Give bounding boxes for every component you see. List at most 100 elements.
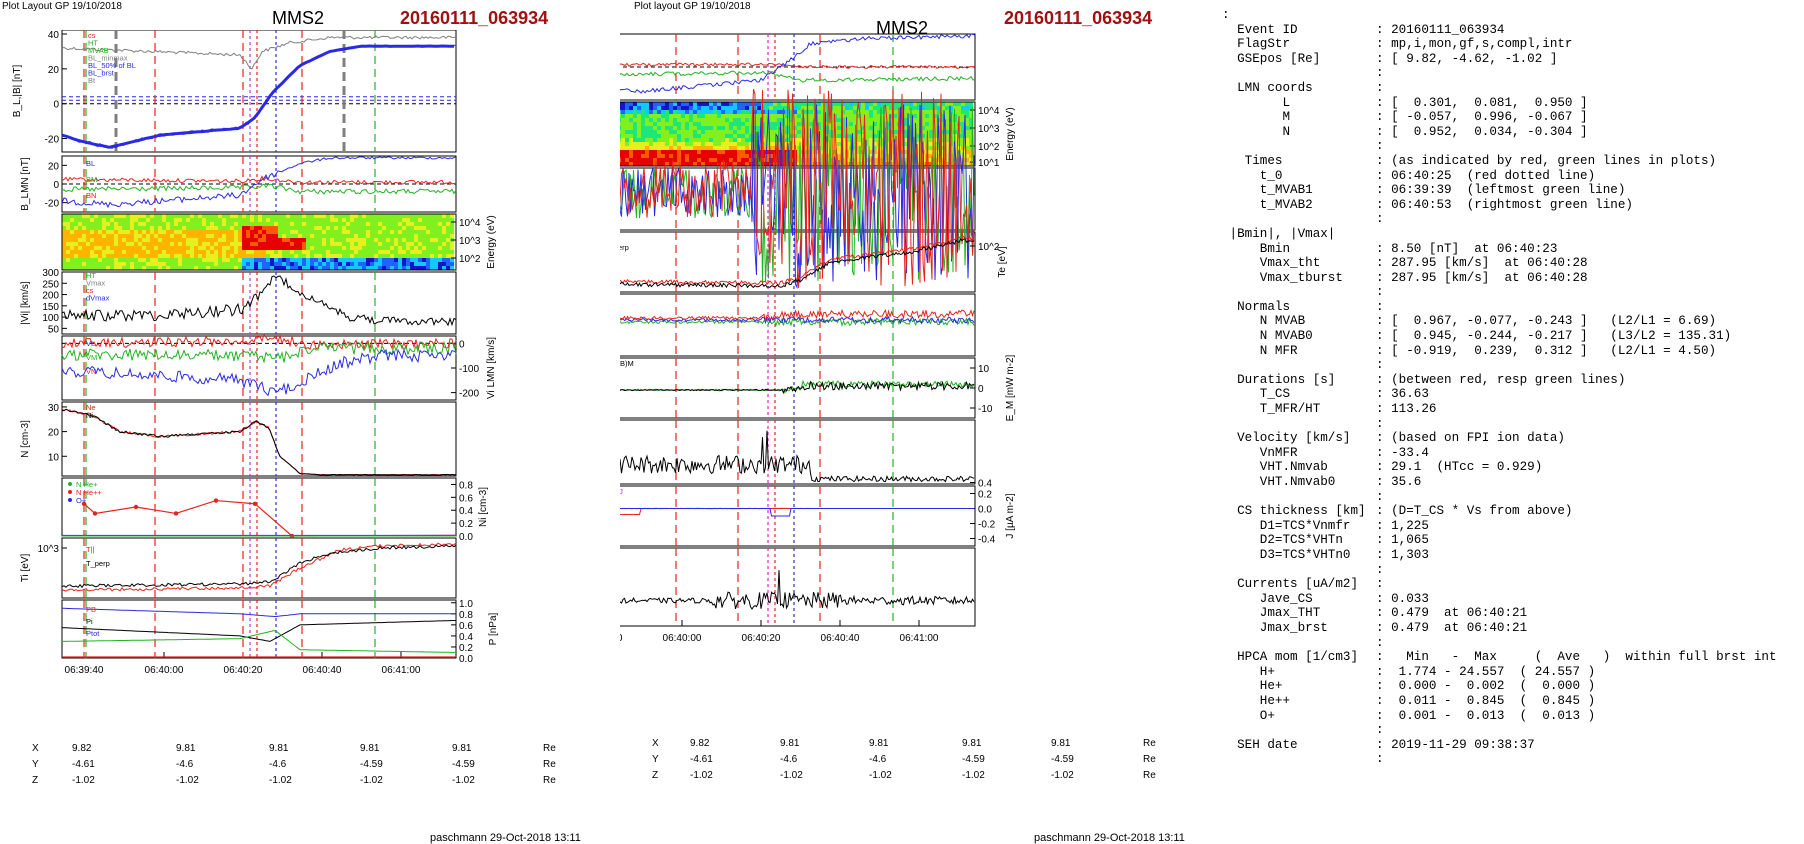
spectrogram-cell bbox=[146, 262, 150, 266]
spectrogram-cell bbox=[681, 134, 685, 138]
spectrogram-cell bbox=[270, 262, 274, 266]
spectrogram-cell bbox=[430, 258, 434, 262]
info-key: N MVAB0 bbox=[1222, 329, 1376, 344]
spectrogram-cell bbox=[342, 218, 346, 222]
spectrogram-cell bbox=[426, 238, 430, 242]
spectrogram-cell bbox=[146, 226, 150, 230]
spectrogram-cell bbox=[246, 242, 250, 246]
spectrogram-cell bbox=[238, 254, 242, 258]
spectrogram-cell bbox=[62, 222, 66, 226]
spectrogram-cell bbox=[661, 158, 665, 162]
spectrogram-cell bbox=[953, 110, 957, 114]
spectrogram-cell bbox=[126, 250, 130, 254]
spectrogram-cell bbox=[294, 218, 298, 222]
info-key: Times bbox=[1222, 154, 1376, 169]
spectrogram-cell bbox=[434, 218, 438, 222]
spectrogram-cell bbox=[206, 258, 210, 262]
spectrogram-cell bbox=[78, 222, 82, 226]
spectrogram-cell bbox=[422, 218, 426, 222]
spectrogram-cell bbox=[206, 250, 210, 254]
spectrogram-cell bbox=[693, 118, 697, 122]
spectrogram-cell bbox=[414, 254, 418, 258]
info-key: VHT.Nmvab bbox=[1222, 460, 1376, 475]
spectrogram-cell bbox=[681, 102, 685, 106]
spectrogram-cell bbox=[222, 222, 226, 226]
spectrogram-cell bbox=[665, 126, 669, 130]
spectrogram-cell bbox=[222, 262, 226, 266]
spectrogram-cell bbox=[286, 218, 290, 222]
info-row: Normals: bbox=[1222, 300, 1777, 315]
spectrogram-cell bbox=[298, 230, 302, 234]
spectrogram-cell bbox=[729, 110, 733, 114]
spectrogram-cell bbox=[745, 118, 749, 122]
spectrogram-cell bbox=[665, 118, 669, 122]
spectrogram-cell bbox=[382, 242, 386, 246]
spectrogram-cell bbox=[214, 226, 218, 230]
info-value: : 0.011 - 0.845 ( 0.845 ) bbox=[1376, 694, 1595, 709]
spectrogram-cell bbox=[414, 230, 418, 234]
spectrogram-cell bbox=[849, 106, 853, 110]
position-value: -1.02 bbox=[176, 775, 199, 786]
spectrogram-cell bbox=[182, 222, 186, 226]
spectrogram-cell bbox=[693, 138, 697, 142]
spectrogram-cell bbox=[110, 226, 114, 230]
spectrogram-cell bbox=[206, 226, 210, 230]
spectrogram-cell bbox=[350, 218, 354, 222]
spectrogram-cell bbox=[138, 262, 142, 266]
spectrogram-cell bbox=[82, 234, 86, 238]
spectrogram-cell bbox=[394, 222, 398, 226]
spectrogram-cell bbox=[186, 214, 190, 218]
spectrogram-cell bbox=[737, 114, 741, 118]
spectrogram-cell bbox=[362, 250, 366, 254]
spectrogram-cell bbox=[126, 218, 130, 222]
spectrogram-cell bbox=[114, 258, 118, 262]
info-value: : bbox=[1376, 358, 1384, 373]
spectrogram-cell bbox=[202, 258, 206, 262]
spectrogram-cell bbox=[218, 254, 222, 258]
spectrogram-cell bbox=[378, 214, 382, 218]
spectrogram-cell bbox=[374, 258, 378, 262]
spectrogram-cell bbox=[865, 102, 869, 106]
spectrogram-cell bbox=[146, 218, 150, 222]
spectrogram-cell bbox=[334, 250, 338, 254]
info-key: VHT.Nmvab0 bbox=[1222, 475, 1376, 490]
spectrogram-cell bbox=[314, 246, 318, 250]
spectrogram-cell bbox=[797, 110, 801, 114]
spectrogram-cell bbox=[398, 234, 402, 238]
spectrogram-cell bbox=[398, 214, 402, 218]
spectrogram-cell bbox=[717, 126, 721, 130]
spectrogram-cell bbox=[86, 238, 90, 242]
spectrogram-cell bbox=[905, 102, 909, 106]
spectrogram-cell bbox=[665, 138, 669, 142]
spectrogram-cell bbox=[334, 246, 338, 250]
info-row: CS thickness [km]: (D=T_CS * Vs from abo… bbox=[1222, 504, 1777, 519]
spectrogram-cell bbox=[629, 114, 633, 118]
spectrogram-cell bbox=[274, 246, 278, 250]
spectrogram-cell bbox=[446, 222, 450, 226]
spectrogram-cell bbox=[701, 106, 705, 110]
spectrogram-cell bbox=[430, 246, 434, 250]
spectrogram-cell bbox=[82, 246, 86, 250]
spectrogram-cell bbox=[430, 234, 434, 238]
y-tick-label: -0.2 bbox=[978, 520, 996, 531]
spectrogram-cell bbox=[685, 158, 689, 162]
spectrogram-cell bbox=[134, 218, 138, 222]
spectrogram-cell bbox=[414, 222, 418, 226]
spectrogram-cell bbox=[334, 218, 338, 222]
spectrogram-cell bbox=[150, 242, 154, 246]
spectrogram-cell bbox=[625, 118, 629, 122]
spectrogram-cell bbox=[709, 114, 713, 118]
spectrogram-cell bbox=[693, 146, 697, 150]
spectrogram-cell bbox=[170, 246, 174, 250]
spectrogram-cell bbox=[410, 222, 414, 226]
spectrogram-cell bbox=[390, 250, 394, 254]
spectrogram-cell bbox=[745, 146, 749, 150]
spectrogram-cell bbox=[110, 262, 114, 266]
spectrogram-cell bbox=[697, 138, 701, 142]
spectrogram-cell bbox=[701, 158, 705, 162]
spectrogram-cell bbox=[793, 138, 797, 142]
info-value: : 1,303 bbox=[1376, 548, 1429, 563]
spectrogram-cell bbox=[837, 150, 841, 154]
spectrogram-cell bbox=[697, 118, 701, 122]
spectrogram-cell bbox=[370, 250, 374, 254]
